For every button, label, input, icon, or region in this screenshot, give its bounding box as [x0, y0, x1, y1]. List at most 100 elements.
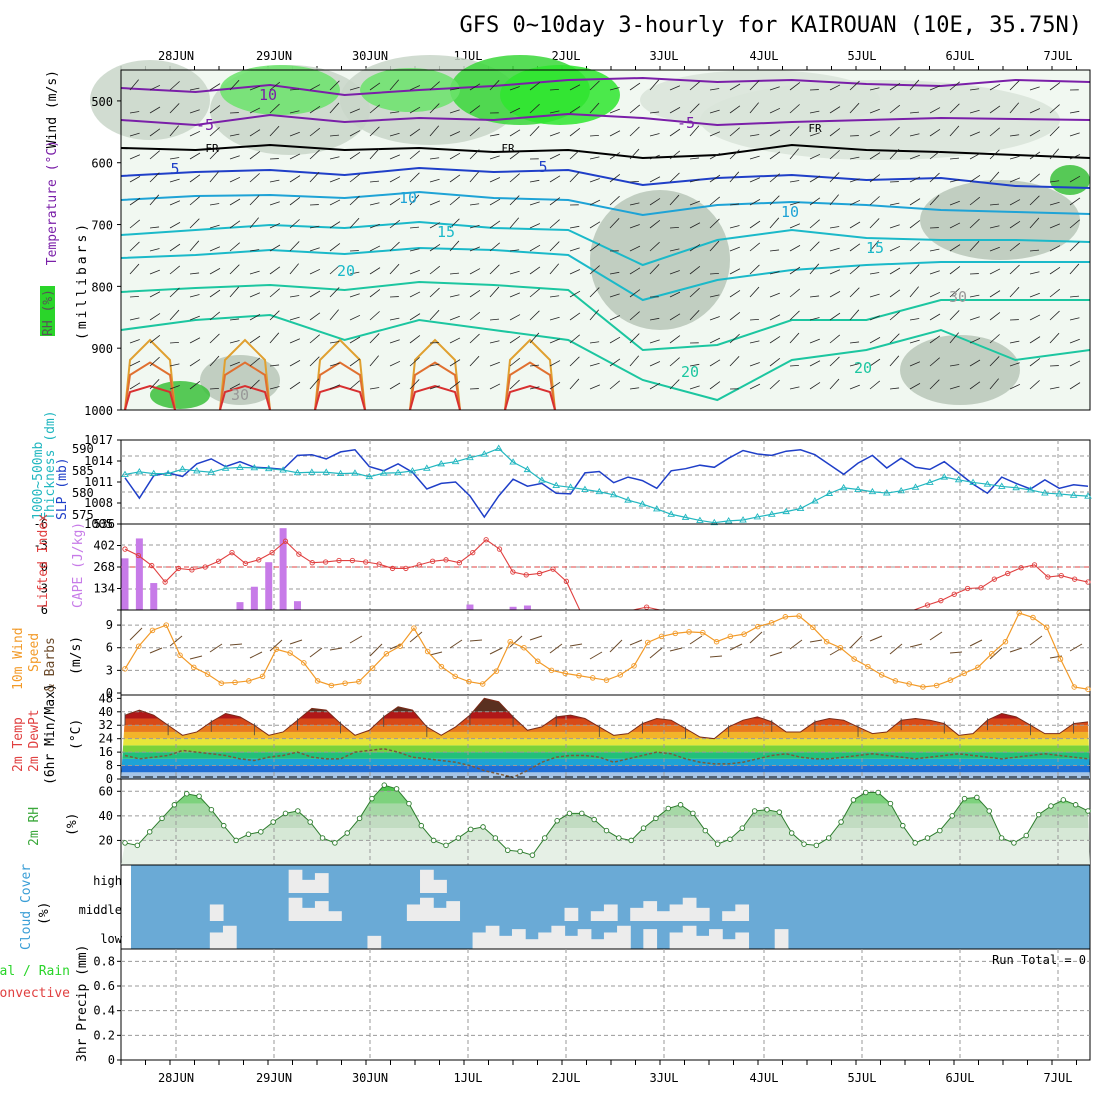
- y-tick-label: 9: [106, 618, 113, 632]
- rh-point: [691, 811, 696, 816]
- rh-point: [530, 853, 535, 858]
- bottom-date-label: 1JUL: [454, 1071, 483, 1085]
- cloud-cell: [630, 908, 644, 921]
- rh-point: [592, 817, 597, 822]
- cloud-label: Cloud Cover: [19, 864, 34, 950]
- rh-point: [999, 836, 1004, 841]
- wind-barb-10m: [130, 628, 142, 640]
- temp-unit: (°C): [69, 719, 84, 750]
- millibars-label: (millibars): [75, 221, 90, 340]
- rh-blob: [900, 335, 1020, 405]
- rh-point: [555, 818, 560, 823]
- cloud-cell: [302, 880, 316, 893]
- thickness-line: [125, 448, 1088, 522]
- bottom-date-label: 28JUN: [158, 1071, 194, 1085]
- rh-point: [802, 842, 807, 847]
- cloud-cell: [670, 904, 684, 921]
- thickness-tick: 590: [72, 442, 94, 456]
- cloud-cell: [538, 932, 552, 949]
- rh-band: [121, 804, 1090, 816]
- wind-barb-10m: [370, 644, 382, 656]
- y-tick-label: 40: [99, 809, 113, 823]
- rh-point: [1086, 809, 1091, 814]
- cloud-cell: [315, 873, 329, 893]
- rh-band: [121, 791, 1090, 803]
- wind-barb-10m: [690, 636, 702, 644]
- wind10-label-1: 10m Wind: [11, 627, 26, 690]
- rh-point: [296, 809, 301, 814]
- rh-point: [1012, 841, 1017, 846]
- wind-barb-10m: [890, 644, 902, 654]
- rh-point: [444, 843, 449, 848]
- rh-point: [407, 801, 412, 806]
- slp-label: SLP (mb): [55, 457, 70, 520]
- rh-blob: [150, 381, 210, 409]
- cloud-high-label: high: [93, 874, 122, 888]
- wind-barb-10m: [330, 648, 342, 650]
- y-tick-label: 24: [99, 732, 113, 746]
- cape-bar: [294, 601, 301, 610]
- y-tick-label: 0.4: [93, 1004, 115, 1018]
- wind-barb-10m: [870, 636, 882, 641]
- wind10-label-2: Speed: [27, 633, 42, 672]
- temp-label-1: 2m Temp: [11, 717, 26, 772]
- top-date-label: 6JUL: [946, 49, 975, 63]
- wind-barb-10m: [770, 652, 782, 656]
- rh-point: [370, 796, 375, 801]
- rh-point: [1036, 812, 1041, 817]
- y-tick-label: 700: [91, 219, 113, 233]
- rh-point: [641, 826, 646, 831]
- wind-barb-10m: [310, 648, 322, 657]
- cloud-cell: [565, 936, 579, 949]
- wind-barb-10m: [830, 648, 842, 655]
- cloud-cell: [367, 936, 381, 949]
- y-tick-label: 0.2: [93, 1028, 115, 1042]
- rh-point: [468, 827, 473, 832]
- rh-point: [283, 811, 288, 816]
- cloud-cell: [643, 929, 657, 949]
- rh-point: [975, 795, 980, 800]
- y-tick-label: 600: [91, 157, 113, 171]
- rh-point: [765, 807, 770, 812]
- contour-label: FR: [501, 142, 515, 155]
- cloud-cell: [604, 932, 618, 949]
- cloud-cell: [696, 908, 710, 921]
- cape-bar: [524, 606, 531, 610]
- rh-band: [121, 779, 1090, 791]
- y-tick-label: 48: [99, 691, 113, 705]
- cloud-cell: [433, 880, 447, 893]
- rh-point: [1061, 798, 1066, 803]
- bottom-date-label: 3JUL: [650, 1071, 679, 1085]
- rh-point: [259, 830, 264, 835]
- rh-point: [493, 836, 498, 841]
- rh-point: [567, 811, 572, 816]
- temp-band: [121, 745, 1090, 752]
- run-total: Run Total = 0: [992, 953, 1086, 967]
- cape-bar: [466, 605, 473, 610]
- contour-label: 10: [781, 203, 799, 221]
- rh-point: [542, 836, 547, 841]
- wind-barb-10m: [970, 640, 982, 646]
- rh-point: [382, 783, 387, 788]
- cloud-cell: [420, 898, 434, 921]
- contour-label: 30: [949, 288, 967, 306]
- cloud-cell: [578, 929, 592, 949]
- wind-barb-10m: [850, 636, 862, 648]
- wind-barb-10m: [670, 648, 682, 651]
- rh-band: [121, 840, 1090, 865]
- cloud-cell: [302, 908, 316, 921]
- rh-point: [777, 810, 782, 815]
- rh-point: [481, 825, 486, 830]
- cloud-cell: [696, 936, 710, 949]
- bottom-date-label: 4JUL: [750, 1071, 779, 1085]
- cloud-cell: [525, 939, 539, 949]
- y-tick-label: 40: [99, 705, 113, 719]
- wind-barb-10m: [230, 644, 242, 645]
- contour-label: 10: [259, 86, 277, 104]
- rh-point: [925, 836, 930, 841]
- contour-label: 5: [170, 160, 179, 178]
